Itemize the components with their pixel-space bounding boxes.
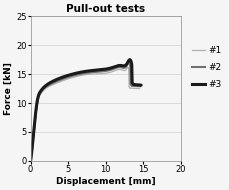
- X-axis label: Displacement [mm]: Displacement [mm]: [56, 177, 155, 186]
- Legend: #1, #2, #3: #1, #2, #3: [188, 43, 224, 93]
- Title: Pull-out tests: Pull-out tests: [66, 4, 145, 14]
- Y-axis label: Force [kN]: Force [kN]: [4, 62, 13, 115]
